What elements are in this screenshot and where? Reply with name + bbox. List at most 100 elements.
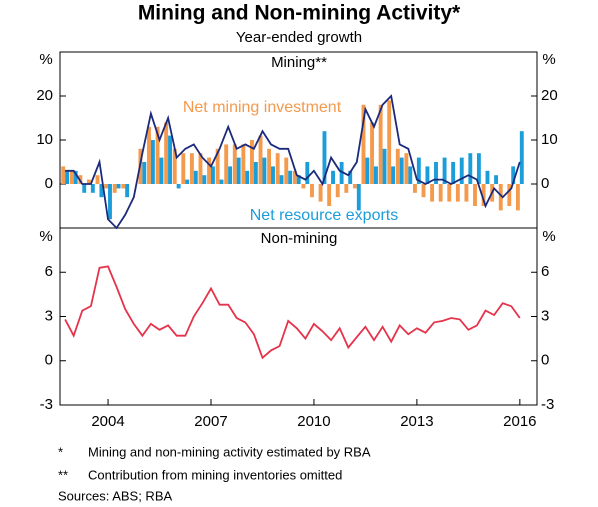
bar: [207, 157, 211, 184]
sources: Sources: ABS; RBA: [58, 488, 172, 503]
bar: [112, 184, 117, 193]
bar: [519, 131, 524, 184]
line: [65, 94, 521, 230]
bar: [253, 162, 258, 184]
bar: [271, 166, 275, 184]
bar: [507, 184, 512, 206]
bar: [164, 122, 169, 184]
bar: [292, 170, 297, 184]
bar: [361, 104, 366, 184]
bar: [236, 157, 241, 184]
bar: [391, 166, 396, 184]
bar: [219, 179, 224, 184]
series-label: Net resource exports: [250, 207, 399, 224]
bar: [455, 184, 460, 202]
bar: [245, 170, 250, 184]
bar: [408, 166, 413, 184]
bar: [95, 175, 100, 184]
bar: [108, 184, 112, 220]
bar: [404, 153, 409, 184]
bar: [181, 153, 186, 184]
y-tick-label: 6: [45, 263, 53, 280]
bar: [168, 135, 172, 184]
bar: [90, 184, 95, 193]
x-tick-label: 2013: [400, 413, 433, 430]
x-tick-label: 2010: [297, 413, 330, 430]
y-tick-label: 3: [541, 307, 549, 324]
bar: [232, 144, 237, 184]
bar: [296, 175, 301, 184]
footnote-marker: **: [58, 467, 68, 482]
bar: [189, 153, 194, 184]
bar: [284, 157, 289, 184]
bar: [104, 184, 109, 189]
bar: [356, 184, 361, 211]
bar: [421, 184, 426, 198]
bar: [150, 140, 155, 184]
bar: [301, 184, 306, 189]
bar: [476, 153, 481, 184]
bar: [172, 148, 177, 184]
y-tick-label: 0: [541, 175, 549, 192]
x-tick-label: 2004: [91, 413, 124, 430]
y-tick-label: 20: [541, 87, 558, 104]
bar: [258, 135, 263, 184]
bar: [86, 179, 91, 184]
panel-title: Mining**: [271, 54, 327, 71]
bar: [382, 148, 387, 184]
bar: [202, 175, 207, 184]
bar: [344, 184, 349, 193]
bar: [82, 184, 87, 193]
y-tick-label: 3: [45, 307, 53, 324]
bar: [464, 184, 469, 202]
y-unit: %: [542, 51, 555, 68]
bar: [335, 184, 340, 198]
y-tick-label: -3: [541, 396, 554, 413]
bar: [279, 175, 284, 184]
bar: [331, 170, 335, 184]
bar: [498, 184, 503, 211]
y-unit: %: [542, 228, 555, 245]
bar: [185, 179, 190, 184]
bar: [215, 148, 220, 184]
bar: [473, 184, 477, 206]
bar: [370, 122, 374, 184]
bar: [378, 104, 383, 184]
x-tick-label: 2016: [503, 413, 536, 430]
bar: [352, 184, 357, 189]
bar: [395, 148, 400, 184]
bar: [288, 170, 293, 184]
chart-subtitle: Year-ended growth: [236, 29, 362, 46]
bar: [399, 157, 404, 184]
bar: [468, 153, 473, 184]
bar: [413, 184, 417, 193]
bar: [142, 162, 147, 184]
bar: [339, 162, 344, 184]
bar: [365, 157, 370, 184]
y-unit: %: [39, 51, 52, 68]
bar: [459, 157, 464, 184]
bar: [494, 175, 498, 184]
series-label: Net mining investment: [183, 99, 342, 116]
bar: [430, 184, 435, 202]
line: [64, 265, 521, 360]
y-tick-label: 6: [541, 263, 549, 280]
y-tick-label: 0: [45, 352, 53, 369]
y-tick-label: 0: [45, 175, 53, 192]
bar: [373, 166, 378, 184]
bar: [69, 170, 74, 184]
bar: [65, 170, 70, 184]
y-tick-label: -3: [40, 396, 53, 413]
x-tick-label: 2007: [194, 413, 227, 430]
y-tick-label: 10: [36, 131, 53, 148]
bar: [305, 162, 310, 184]
bar: [438, 184, 443, 202]
y-unit: %: [39, 228, 52, 245]
bar: [210, 166, 215, 184]
footnote: Mining and non-mining activity estimated…: [88, 444, 371, 459]
bar: [198, 153, 203, 184]
bar: [159, 157, 164, 184]
bar: [228, 166, 233, 184]
bar: [318, 184, 323, 202]
